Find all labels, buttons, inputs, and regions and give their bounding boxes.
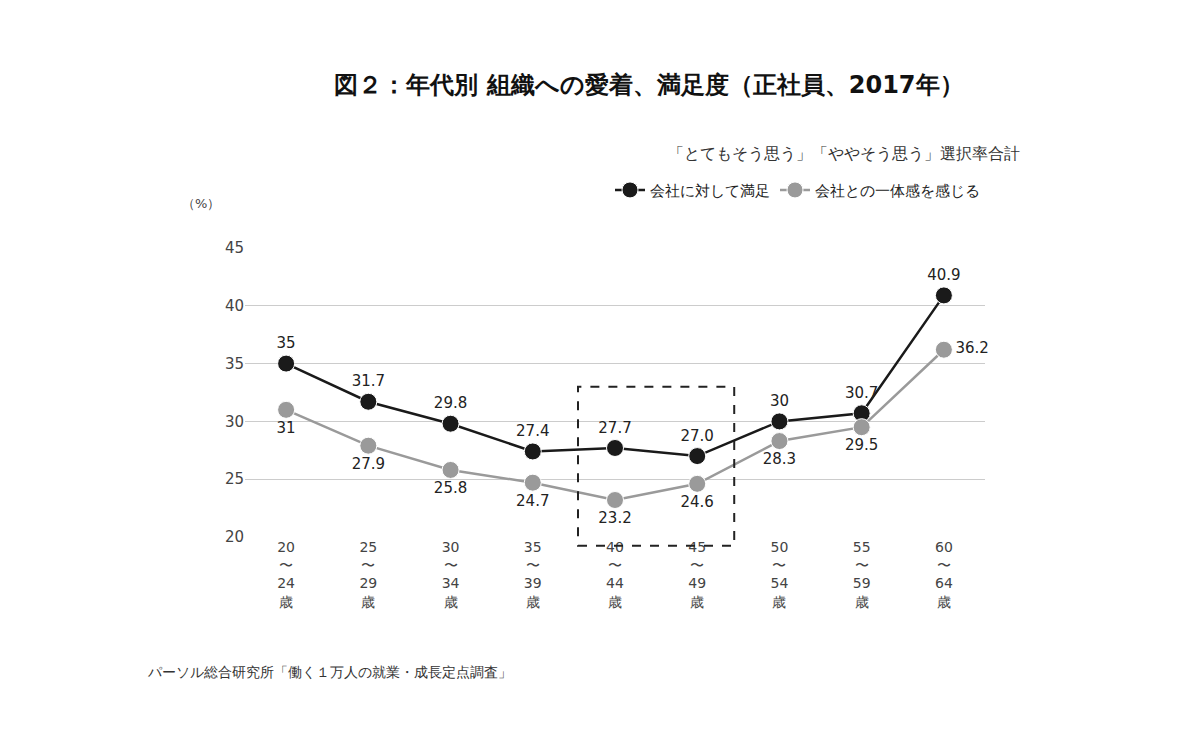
svg-text:50〜54歳: 50〜54歳 xyxy=(771,539,789,610)
svg-text:29.5: 29.5 xyxy=(845,436,878,454)
svg-text:31: 31 xyxy=(277,419,296,437)
svg-text:会社に対して満足: 会社に対して満足 xyxy=(650,182,770,200)
svg-text:23.2: 23.2 xyxy=(598,509,631,527)
svg-text:35: 35 xyxy=(225,355,244,373)
svg-text:30: 30 xyxy=(770,392,789,410)
svg-text:25: 25 xyxy=(225,470,244,488)
svg-text:30〜34歳: 30〜34歳 xyxy=(442,539,460,610)
svg-text:27.9: 27.9 xyxy=(352,455,385,473)
svg-text:35: 35 xyxy=(277,334,296,352)
svg-text:40.9: 40.9 xyxy=(927,266,960,284)
svg-text:45: 45 xyxy=(225,239,244,257)
svg-text:パーソル総合研究所「働く１万人の就業・成長定点調査」: パーソル総合研究所「働く１万人の就業・成長定点調査」 xyxy=(147,664,512,680)
svg-text:30: 30 xyxy=(225,413,244,431)
svg-text:29.8: 29.8 xyxy=(434,394,467,412)
svg-text:36.2: 36.2 xyxy=(956,339,989,357)
svg-text:31.7: 31.7 xyxy=(352,372,385,390)
svg-text:27.4: 27.4 xyxy=(516,422,549,440)
svg-text:30.7: 30.7 xyxy=(845,384,878,402)
svg-text:35〜39歳: 35〜39歳 xyxy=(524,539,542,610)
svg-text:40〜44歳: 40〜44歳 xyxy=(606,539,624,610)
svg-text:45〜49歳: 45〜49歳 xyxy=(688,539,706,610)
svg-text:55〜59歳: 55〜59歳 xyxy=(853,539,871,610)
svg-text:図２：年代別 組織への愛着、満足度（正社員、2017年）: 図２：年代別 組織への愛着、満足度（正社員、2017年） xyxy=(334,71,963,99)
svg-text:20〜24歳: 20〜24歳 xyxy=(277,539,295,610)
svg-text:25〜29歳: 25〜29歳 xyxy=(359,539,377,610)
svg-text:24.7: 24.7 xyxy=(516,492,549,510)
svg-text:28.3: 28.3 xyxy=(763,450,796,468)
svg-text:会社との一体感を感じる: 会社との一体感を感じる xyxy=(815,182,980,200)
svg-text:27.7: 27.7 xyxy=(598,419,631,437)
svg-text:「とてもそう思う」「ややそう思う」選択率合計: 「とてもそう思う」「ややそう思う」選択率合計 xyxy=(668,144,1020,163)
svg-text:40: 40 xyxy=(225,297,244,315)
svg-text:27.0: 27.0 xyxy=(681,427,714,445)
svg-text:24.6: 24.6 xyxy=(681,493,714,511)
svg-text:60〜64歳: 60〜64歳 xyxy=(935,539,953,610)
svg-text:25.8: 25.8 xyxy=(434,479,467,497)
svg-text:20: 20 xyxy=(225,528,244,546)
svg-text:（%）: （%） xyxy=(182,196,220,211)
